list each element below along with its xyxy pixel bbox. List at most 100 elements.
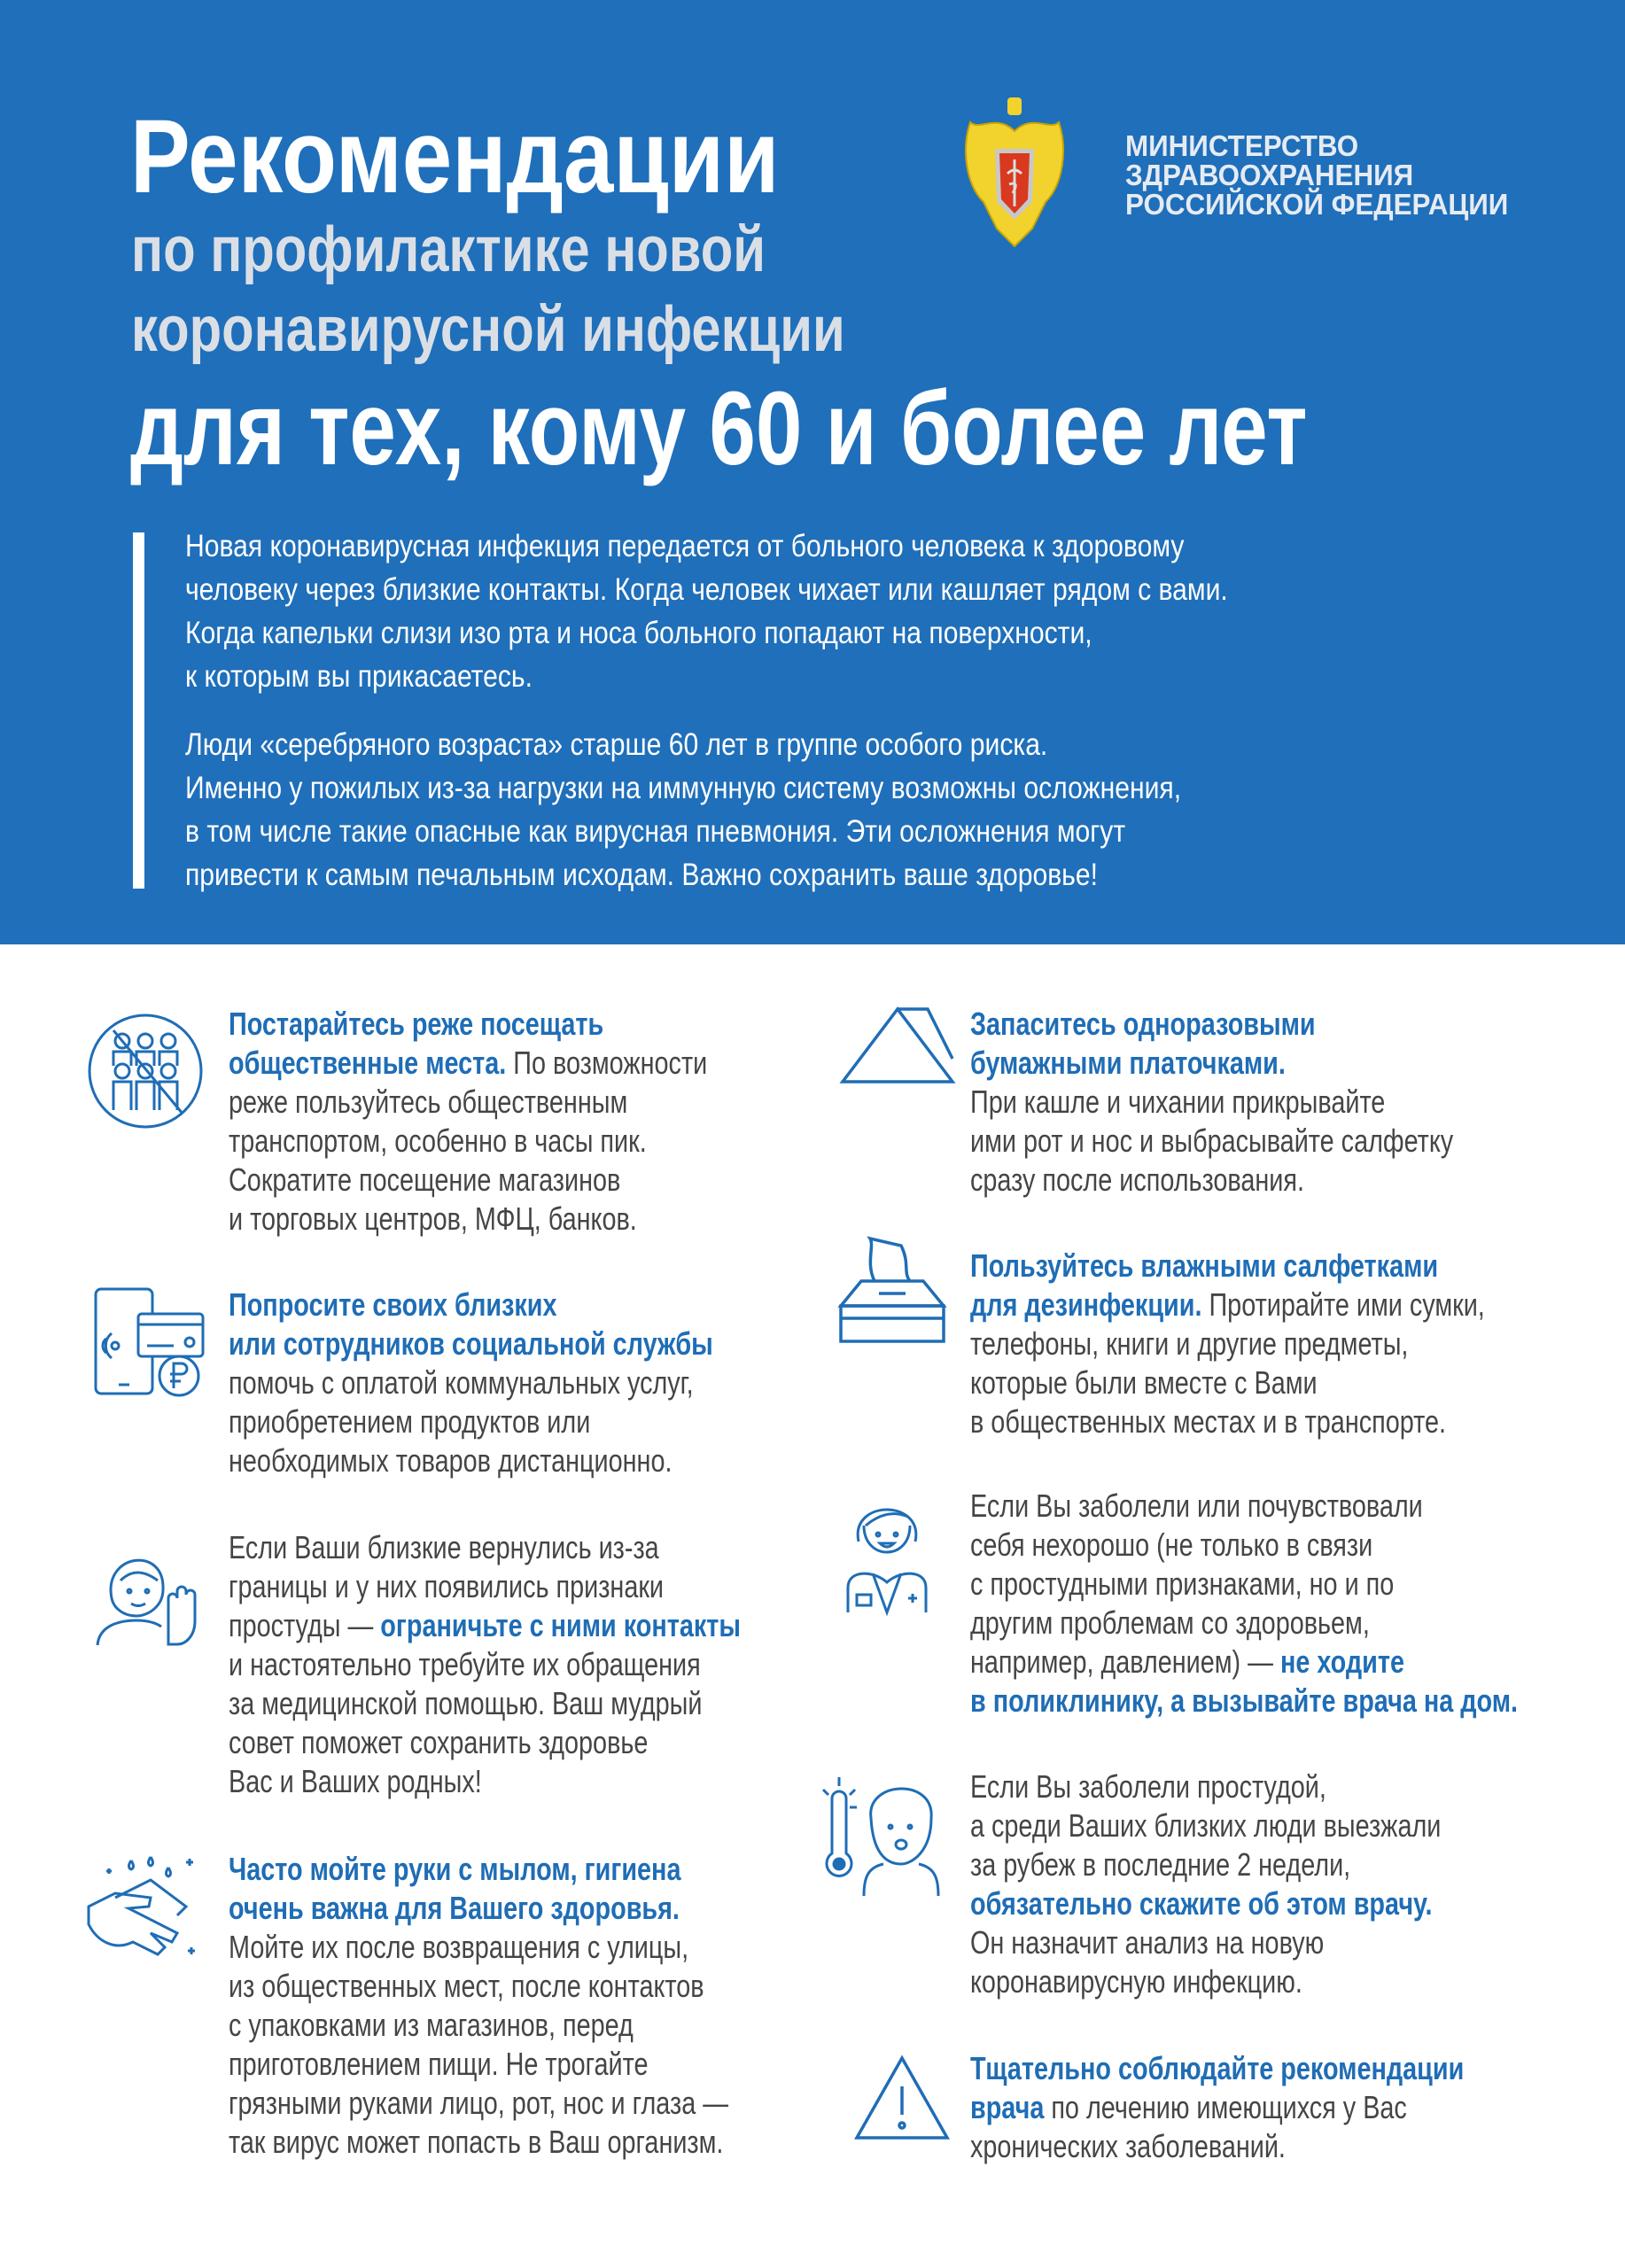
recommendation-line: обязательно скажите об этом врачу. <box>970 1884 1441 1923</box>
woman-stop-hand-icon <box>94 1536 205 1651</box>
recommendation-line: общественные места. По возможности <box>229 1044 707 1083</box>
recommendation-line: другим проблемам со здоровьем, <box>970 1604 1518 1643</box>
tissue-box-icon <box>837 1236 947 1348</box>
highlight-text: Запаситесь одноразовыми <box>970 1006 1316 1042</box>
recommendation-line: Пользуйтесь влажными салфетками <box>970 1247 1485 1285</box>
recommendation-line: Попросите своих близких <box>229 1285 713 1324</box>
highlight-text: бумажными платочками. <box>970 1045 1286 1081</box>
body-text: а среди Ваших близких люди выезжали <box>970 1807 1442 1844</box>
body-text: из общественных мест, после контактов <box>229 1968 704 2004</box>
body-text: помочь с оплатой коммунальных услуг, <box>229 1364 694 1401</box>
recommendation-line: например, давлением) — не ходите <box>970 1643 1518 1682</box>
body-text: в общественных местах и в транспорте. <box>970 1403 1447 1440</box>
highlight-text: или сотрудников социальной службы <box>229 1325 713 1362</box>
body-text: необходимых товаров дистанционно. <box>229 1442 673 1479</box>
recommendation-line: приготовлением пищи. Не трогайте <box>229 2045 728 2084</box>
napkin-triangle-icon <box>839 1006 956 1090</box>
body-text: другим проблемам со здоровьем, <box>970 1604 1370 1641</box>
body-text: и торговых центров, МФЦ, банков. <box>229 1200 637 1237</box>
recommendation-line: Тщательно соблюдайте рекомендации <box>970 2049 1464 2088</box>
recommendation-item: Часто мойте руки с мылом, гигиена очень в… <box>229 1850 853 2162</box>
recommendation-line: простуды — ограничьте с ними контакты <box>229 1606 741 1645</box>
recommendation-line: и настоятельно требуйте их обращения <box>229 1645 741 1684</box>
recommendation-item: Запаситесь одноразовыми бумажными платочк… <box>970 1005 1574 1200</box>
body-text: за медицинской помощью. Ваш мудрый <box>229 1685 703 1721</box>
body-text: Он назначит анализ на новую <box>970 1924 1325 1961</box>
highlight-text: ограничьте с ними контакты <box>380 1607 742 1643</box>
recommendation-line: Если Ваши близкие вернулись из-за <box>229 1528 741 1567</box>
recommendation-line: приобретением продуктов или <box>229 1402 713 1441</box>
body-text: приобретением продуктов или <box>229 1403 591 1440</box>
recommendation-line: очень важна для Вашего здоровья. <box>229 1889 728 1928</box>
body-text: Если Вы заболели или почувствовали <box>970 1487 1423 1524</box>
recommendation-line: Если Вы заболели или почувствовали <box>970 1487 1518 1526</box>
highlight-text: в поликлинику, а вызывайте врача на дом. <box>970 1682 1519 1719</box>
ministry-emblem-icon <box>961 96 1068 252</box>
highlight-text: для дезинфекции. <box>970 1286 1202 1323</box>
ministry-name: МИНИСТЕРСТВО ЗДРАВООХРАНЕНИЯ РОССИЙСКОЙ … <box>1125 131 1528 219</box>
body-text: реже пользуйтесь общественным <box>229 1084 628 1120</box>
recommendation-item: Пользуйтесь влажными салфетками для дезин… <box>970 1247 1613 1441</box>
recommendation-line: в общественных местах и в транспорте. <box>970 1402 1485 1441</box>
body-text: хронических заболеваний. <box>970 2128 1286 2164</box>
recommendation-line: себя нехорошо (не только в связи <box>970 1526 1518 1565</box>
body-text: Сократите посещение магазинов <box>229 1161 621 1198</box>
recommendation-line: Мойте их после возвращения с улицы, <box>229 1928 728 1967</box>
intro-text: Новая коронавирусная инфекция передается… <box>185 524 1397 897</box>
recommendation-line: с упаковками из магазинов, перед <box>229 2006 728 2045</box>
intro-line: Новая коронавирусная инфекция передается… <box>185 529 1185 563</box>
body-text: с упаковками из магазинов, перед <box>229 2007 634 2043</box>
intro-line: Именно у пожилых из-за нагрузки на иммун… <box>185 771 1182 805</box>
recommendation-line: Вас и Ваших родных! <box>229 1762 741 1801</box>
body-text: По возможности <box>506 1045 708 1081</box>
subtitle-line-2: коронавирусной инфекции <box>131 294 845 365</box>
highlight-text: Постарайтесь реже посещать <box>229 1006 604 1042</box>
recommendation-line: Часто мойте руки с мылом, гигиена <box>229 1850 728 1889</box>
body-text: за рубеж в последние 2 недели, <box>970 1846 1351 1883</box>
header-band <box>0 0 1625 944</box>
recommendation-line: из общественных мест, после контактов <box>229 1967 728 2006</box>
page-title: Рекомендации <box>130 98 780 215</box>
body-text: с простудными признаками, но и по <box>970 1565 1395 1602</box>
recommendation-line: за рубеж в последние 2 недели, <box>970 1845 1441 1884</box>
highlight-text: Тщательно соблюдайте рекомендации <box>970 2050 1465 2086</box>
recommendation-line: телефоны, книги и другие предметы, <box>970 1324 1485 1363</box>
recommendation-line: бумажными платочками. <box>970 1044 1453 1083</box>
body-text: телефоны, книги и другие предметы, <box>970 1325 1409 1362</box>
subtitle-line-1: по профилактике новой <box>131 214 766 285</box>
recommendation-line: транспортом, особенно в часы пик. <box>229 1122 707 1161</box>
recommendation-line: коронавирусную инфекцию. <box>970 1962 1441 2001</box>
body-text: совет поможет сохранить здоровье <box>229 1724 649 1760</box>
recommendation-line: грязными руками лицо, рот, нос и глаза — <box>229 2084 728 2123</box>
highlight-text: Пользуйтесь влажными салфетками <box>970 1247 1439 1284</box>
recommendation-line: Сократите посещение магазинов <box>229 1161 707 1200</box>
ministry-name-line: РОССИЙСКОЙ ФЕДЕРАЦИИ <box>1125 188 1509 221</box>
recommendation-line: Запаситесь одноразовыми <box>970 1005 1453 1044</box>
body-text: так вирус может попасть в Ваш организм. <box>229 2124 724 2160</box>
recommendation-item: Если Вы заболели или почувствовали себя н… <box>970 1487 1625 1720</box>
recommendation-line: совет поможет сохранить здоровье <box>229 1723 741 1762</box>
body-text: Вас и Ваших родных! <box>229 1763 482 1799</box>
recommendation-line: так вирус может попасть в Ваш организм. <box>229 2123 728 2162</box>
body-text: по лечению имеющихся у Вас <box>1044 2089 1407 2125</box>
recommendation-line: за медицинской помощью. Ваш мудрый <box>229 1684 741 1723</box>
recommendation-item: Постарайтесь реже посещать общественные м… <box>229 1005 827 1239</box>
body-text: приготовлением пищи. Не трогайте <box>229 2046 649 2082</box>
body-text: Если Ваши близкие вернулись из-за <box>229 1529 659 1565</box>
audience-heading: для тех, кому 60 и более лет <box>130 370 1308 487</box>
highlight-text: общественные места. <box>229 1045 507 1081</box>
doctor-icon <box>846 1490 928 1619</box>
body-text: При кашле и чихании прикрывайте <box>970 1084 1386 1120</box>
highlight-text: врача <box>970 2089 1045 2125</box>
recommendation-item: Попросите своих близких или сотрудников с… <box>229 1285 834 1480</box>
highlight-text: Часто мойте руки с мылом, гигиена <box>229 1851 681 1887</box>
intro-line: Когда капельки слизи изо рта и носа боль… <box>185 616 1092 650</box>
hand-washing-icon <box>80 1845 204 1973</box>
recommendation-line: которые были вместе с Вами <box>970 1363 1485 1402</box>
intro-line: к которым вы прикасаетесь. <box>185 659 533 694</box>
recommendation-line: с простудными признаками, но и по <box>970 1565 1518 1604</box>
recommendation-line: ими рот и нос и выбрасывайте салфетку <box>970 1122 1453 1161</box>
body-text: транспортом, особенно в часы пик. <box>229 1122 647 1159</box>
phone-card-ruble-icon <box>94 1287 205 1402</box>
crowd-crossed-icon <box>87 1013 204 1134</box>
